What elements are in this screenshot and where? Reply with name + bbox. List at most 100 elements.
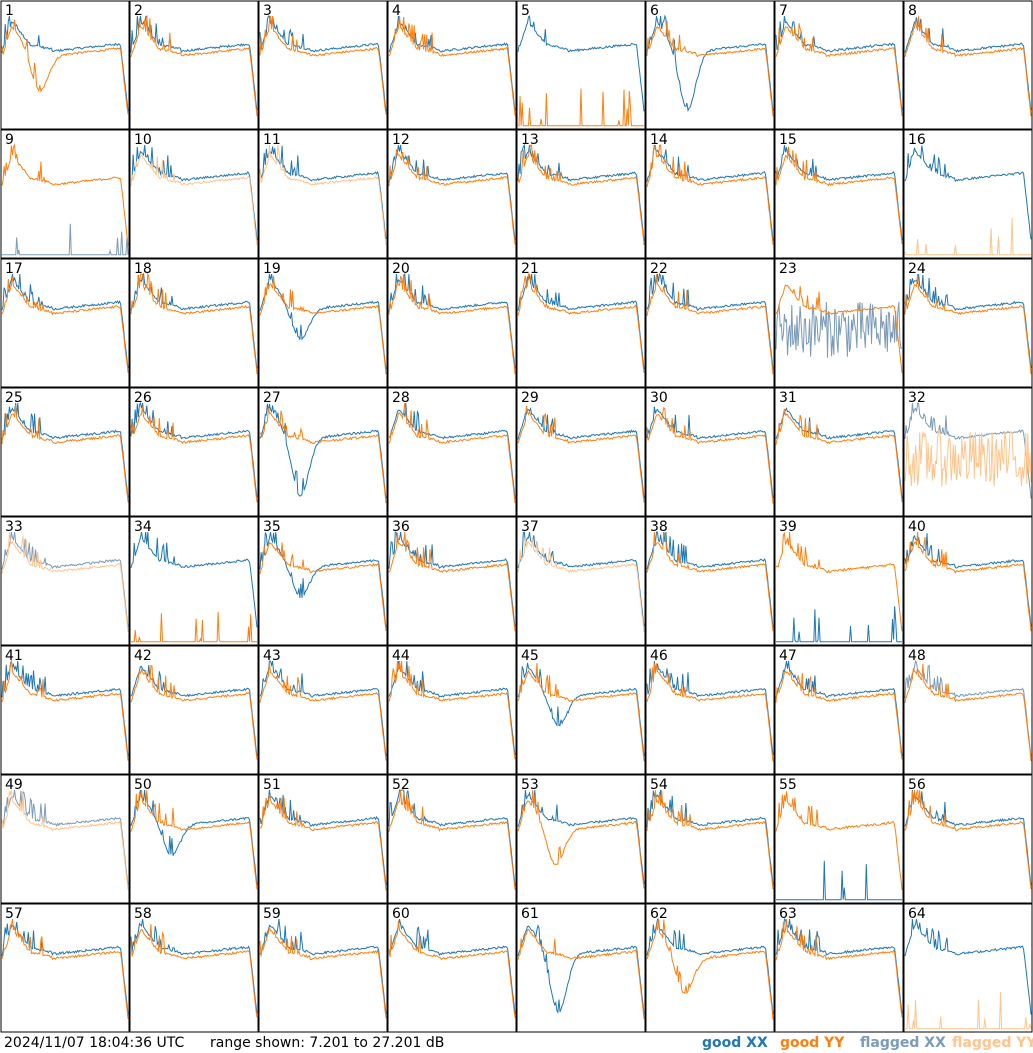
xx-series-line bbox=[776, 606, 902, 643]
panel-28: 28 bbox=[387, 387, 517, 517]
panel-frame bbox=[129, 516, 259, 646]
panel-frame bbox=[129, 645, 259, 775]
panel-frame bbox=[645, 516, 775, 646]
panel-11: 11 bbox=[258, 129, 388, 259]
panel-frame bbox=[645, 645, 775, 775]
xx-series-line bbox=[776, 860, 902, 901]
panel-frame bbox=[258, 774, 388, 904]
legend-good-yy: good YY bbox=[780, 1035, 845, 1051]
yy-series-line bbox=[517, 790, 645, 889]
legend-good-xx: good XX bbox=[702, 1035, 768, 1051]
xx-series-line bbox=[646, 406, 774, 499]
xx-series-line bbox=[259, 274, 387, 370]
xx-series-line bbox=[517, 531, 645, 627]
panel-frame bbox=[645, 903, 775, 1033]
xx-series-line bbox=[2, 223, 129, 256]
xx-series-line bbox=[388, 145, 516, 241]
panel-frame bbox=[645, 387, 775, 517]
panel-9: 9 bbox=[0, 129, 130, 259]
panel-40: 40 bbox=[903, 516, 1033, 646]
panel-27: 27 bbox=[258, 387, 388, 517]
panel-label: 62 bbox=[650, 906, 668, 922]
yy-series-line bbox=[388, 790, 516, 890]
panel-18: 18 bbox=[129, 258, 259, 388]
panel-frame bbox=[516, 387, 646, 517]
panel-label: 33 bbox=[5, 519, 23, 535]
panel-label: 6 bbox=[650, 3, 659, 19]
panel-2: 2 bbox=[129, 0, 259, 130]
panel-label: 18 bbox=[134, 261, 152, 277]
panel-36: 36 bbox=[387, 516, 517, 646]
yy-series-line bbox=[517, 663, 645, 762]
panel-label: 17 bbox=[5, 261, 23, 277]
xx-series-line bbox=[259, 403, 387, 499]
xx-series-line bbox=[775, 661, 903, 757]
yy-series-line bbox=[517, 536, 645, 633]
panel-label: 43 bbox=[263, 648, 281, 664]
panel-label: 11 bbox=[263, 132, 281, 148]
yy-series-line bbox=[646, 663, 774, 762]
panel-label: 19 bbox=[263, 261, 281, 277]
panel-20: 20 bbox=[387, 258, 517, 388]
panel-frame bbox=[129, 774, 259, 904]
panel-50: 50 bbox=[129, 774, 259, 904]
panel-label: 26 bbox=[134, 390, 152, 406]
xx-series-line bbox=[775, 301, 903, 358]
yy-series-line bbox=[775, 919, 903, 1018]
xx-series-line bbox=[388, 918, 516, 1015]
xx-series-line bbox=[775, 145, 903, 241]
panel-frame bbox=[0, 645, 130, 775]
panel-frame bbox=[516, 774, 646, 904]
xx-series-line bbox=[646, 661, 774, 755]
yy-series-line bbox=[259, 145, 387, 246]
xx-series-line bbox=[1, 403, 129, 498]
panel-label: 51 bbox=[263, 777, 281, 793]
panel-label: 21 bbox=[521, 261, 539, 277]
yy-series-line bbox=[646, 406, 774, 504]
panel-frame bbox=[903, 774, 1033, 904]
panel-8: 8 bbox=[903, 0, 1033, 130]
panel-frame bbox=[774, 645, 904, 775]
yy-series-line bbox=[1, 532, 129, 632]
yy-series-line bbox=[131, 611, 257, 643]
panel-3: 3 bbox=[258, 0, 388, 130]
panel-label: 12 bbox=[392, 132, 410, 148]
panel-frame bbox=[0, 129, 130, 259]
panel-frame bbox=[645, 0, 775, 130]
panel-37: 37 bbox=[516, 516, 646, 646]
yy-series-line bbox=[517, 144, 645, 246]
panel-label: 34 bbox=[134, 519, 152, 535]
panel-label: 46 bbox=[650, 648, 668, 664]
panel-frame bbox=[129, 129, 259, 259]
panel-label: 32 bbox=[908, 390, 926, 406]
xx-series-line bbox=[517, 15, 645, 112]
panel-frame bbox=[903, 258, 1033, 388]
yy-series-line bbox=[130, 665, 258, 760]
panel-frame bbox=[129, 903, 259, 1033]
panel-label: 14 bbox=[650, 132, 668, 148]
panel-39: 39 bbox=[774, 516, 904, 646]
yy-series-line bbox=[259, 275, 387, 375]
panel-frame bbox=[516, 645, 646, 775]
panel-26: 26 bbox=[129, 387, 259, 517]
yy-series-line bbox=[775, 146, 903, 245]
yy-series-line bbox=[646, 919, 774, 1020]
yy-series-line bbox=[259, 541, 387, 631]
yy-series-line bbox=[775, 23, 903, 117]
panel-frame bbox=[129, 387, 259, 517]
panel-label: 13 bbox=[521, 132, 539, 148]
panel-4: 4 bbox=[387, 0, 517, 130]
panel-label: 25 bbox=[5, 390, 23, 406]
yy-series-line bbox=[904, 663, 1032, 762]
yy-series-line bbox=[1, 789, 129, 890]
xx-series-line bbox=[517, 143, 645, 241]
panel-frame bbox=[516, 516, 646, 646]
xx-series-line bbox=[1, 659, 129, 757]
panel-frame bbox=[258, 387, 388, 517]
yy-series-line bbox=[904, 274, 1032, 374]
panel-46: 46 bbox=[645, 645, 775, 775]
panel-frame bbox=[129, 0, 259, 130]
panel-22: 22 bbox=[645, 258, 775, 388]
panel-57: 57 bbox=[0, 903, 130, 1033]
yy-series-line bbox=[1, 143, 129, 246]
